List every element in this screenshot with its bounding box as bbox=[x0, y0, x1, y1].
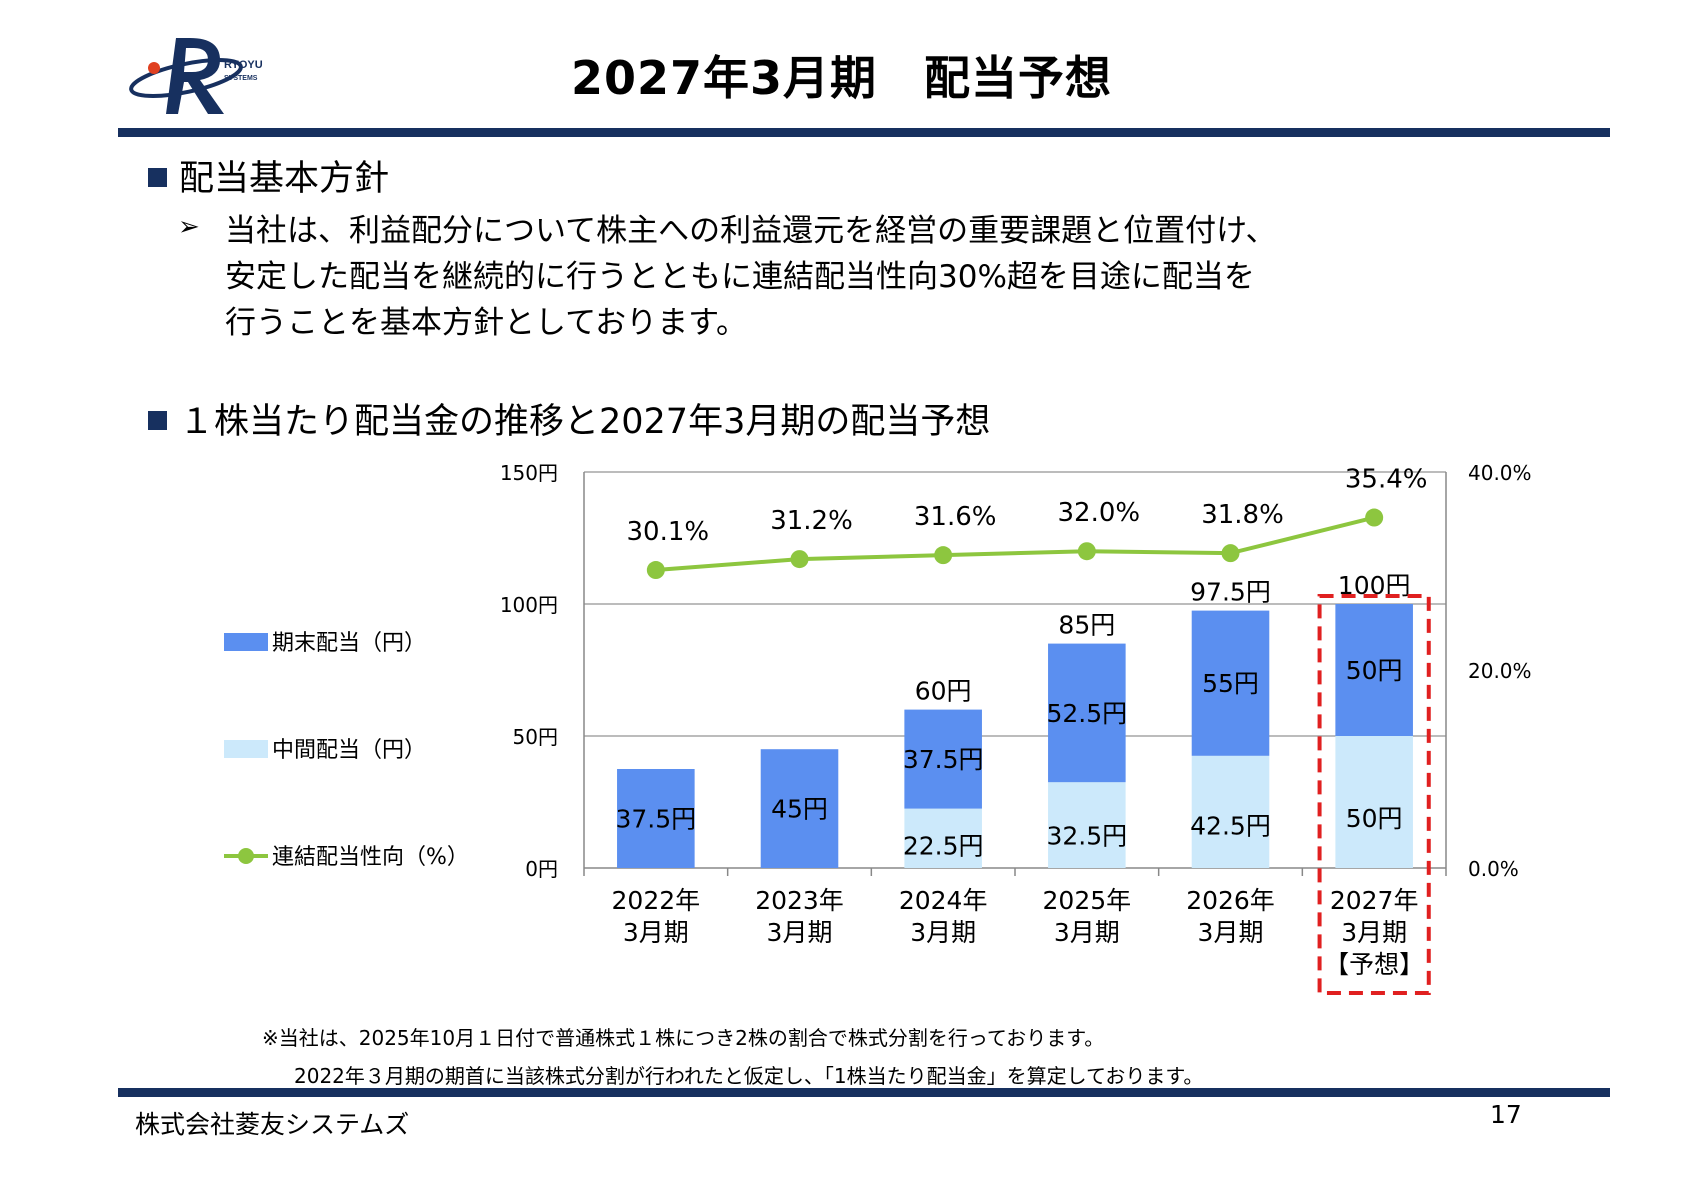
payout-ratio-label: 30.1% bbox=[627, 517, 710, 547]
x-category-label: 3月期 bbox=[910, 918, 976, 947]
bar-value-label: 37.5円 bbox=[903, 745, 984, 774]
company-name: 株式会社菱友システムズ bbox=[135, 1110, 410, 1139]
legend-swatch bbox=[224, 740, 268, 758]
bar-total-label: 60円 bbox=[915, 677, 972, 706]
x-category-label: 3月期 bbox=[767, 918, 833, 947]
bar-segment bbox=[1191, 610, 1270, 756]
page-number: 17 bbox=[1490, 1100, 1522, 1129]
footnote-line-2: 2022年３月期の期首に当該株式分割が行われたと仮定し、「1株当たり配当金」を算… bbox=[294, 1064, 1204, 1088]
company-logo: RYOYU SYSTEMS bbox=[129, 38, 263, 114]
x-category-label: 3月期 bbox=[623, 918, 689, 947]
payout-ratio-label: 32.0% bbox=[1058, 498, 1141, 528]
payout-ratio-point bbox=[1221, 544, 1240, 563]
footnote-line-1: ※当社は、2025年10月１日付で普通株式１株につき2株の割合で株式分割を行って… bbox=[262, 1026, 1105, 1050]
y-left-tick-label: 50円 bbox=[513, 725, 558, 749]
forecast-highlight-box bbox=[1317, 594, 1431, 995]
chart-section-heading: １株当たり配当金の推移と2027年3月期の配当予想 bbox=[148, 393, 990, 444]
square-bullet-icon bbox=[148, 411, 167, 430]
chart-section-heading-text: １株当たり配当金の推移と2027年3月期の配当予想 bbox=[179, 402, 991, 442]
x-category-label: 3月期 bbox=[1198, 918, 1264, 947]
bar-value-label: 52.5円 bbox=[1046, 699, 1127, 728]
legend-label: 期末配当（円） bbox=[272, 631, 426, 656]
policy-text-line: 行うことを基本方針としております。 bbox=[225, 305, 748, 341]
bar-segment bbox=[904, 709, 982, 809]
legend-swatch bbox=[224, 633, 268, 651]
payout-ratio-label: 31.8% bbox=[1201, 500, 1284, 530]
payout-ratio-label: 35.4% bbox=[1345, 465, 1428, 495]
bar-segment bbox=[1335, 736, 1413, 868]
bar-total-label: 85円 bbox=[1058, 611, 1115, 640]
y-right-tick-label: 20.0% bbox=[1468, 659, 1532, 683]
legend-label: 連結配当性向（%） bbox=[272, 845, 469, 870]
footer-rule bbox=[118, 1088, 1610, 1097]
payout-ratio-point bbox=[1365, 508, 1384, 527]
bar-value-label: 50円 bbox=[1346, 656, 1403, 685]
policy-text-line: 当社は、利益配分について株主への利益還元を経営の重要課題と位置付け、 bbox=[225, 213, 1277, 249]
logo-text-bottom: SYSTEMS bbox=[224, 75, 258, 82]
x-category-label: 2027年 bbox=[1330, 886, 1419, 915]
policy-text-line: 安定した配当を継続的に行うとともに連結配当性向30%超を目途に配当を bbox=[225, 259, 1255, 295]
y-left-tick-label: 150円 bbox=[500, 461, 558, 485]
bar-segment bbox=[617, 769, 695, 868]
bar-segment bbox=[1048, 643, 1126, 783]
bar-value-label: 42.5円 bbox=[1190, 811, 1271, 840]
payout-ratio-point bbox=[790, 550, 809, 569]
y-left-tick-label: 0円 bbox=[525, 857, 558, 881]
bar-segment bbox=[1191, 755, 1270, 868]
x-category-label: 2024年 bbox=[899, 886, 988, 915]
x-category-label: 3月期 bbox=[1054, 918, 1120, 947]
payout-ratio-label: 31.6% bbox=[914, 502, 997, 532]
bar-segment bbox=[904, 808, 982, 868]
bar-value-label: 45円 bbox=[771, 795, 828, 824]
logo-text-top: RYOYU bbox=[224, 59, 263, 71]
policy-heading-text: 配当基本方針 bbox=[179, 159, 390, 199]
y-right-tick-label: 0.0% bbox=[1468, 857, 1519, 881]
bar-value-label: 50円 bbox=[1346, 804, 1403, 833]
legend-marker bbox=[238, 848, 254, 864]
x-category-label: 3月期 bbox=[1341, 918, 1407, 947]
legend-label: 中間配当（円） bbox=[272, 738, 426, 763]
bar-value-label: 37.5円 bbox=[615, 805, 696, 834]
bar-segment bbox=[760, 749, 839, 868]
header-rule bbox=[118, 128, 1610, 137]
policy-heading: 配当基本方針 bbox=[148, 150, 389, 201]
square-bullet-icon bbox=[148, 168, 167, 187]
y-left-tick-label: 100円 bbox=[500, 593, 558, 617]
bar-total-label: 97.5円 bbox=[1190, 578, 1271, 607]
x-category-label: 【予想】 bbox=[1324, 950, 1424, 979]
bar-value-label: 22.5円 bbox=[903, 831, 984, 860]
payout-ratio-label: 31.2% bbox=[770, 506, 853, 536]
x-category-label: 2023年 bbox=[755, 886, 844, 915]
arrow-bullet-icon: ➢ bbox=[178, 212, 200, 242]
bar-segment bbox=[1048, 782, 1126, 868]
bar-segment bbox=[1335, 604, 1413, 736]
y-right-tick-label: 40.0% bbox=[1468, 461, 1532, 485]
payout-ratio-point bbox=[934, 546, 953, 565]
bar-value-label: 32.5円 bbox=[1046, 821, 1127, 850]
dividend-chart: 0円 50円 100円 150円 0.0% 20.0% 40.0% 22.5円 32.5円 42.… bbox=[224, 461, 1532, 995]
x-category-label: 2022年 bbox=[612, 886, 701, 915]
x-category-label: 2026年 bbox=[1186, 886, 1275, 915]
x-category-label: 2025年 bbox=[1043, 886, 1132, 915]
payout-ratio-point bbox=[1077, 542, 1096, 561]
page-title: 2027年3月期 配当予想 bbox=[570, 51, 1113, 105]
payout-ratio-point bbox=[646, 561, 665, 580]
bar-value-label: 55円 bbox=[1202, 669, 1259, 698]
payout-ratio-line bbox=[655, 515, 1375, 573]
